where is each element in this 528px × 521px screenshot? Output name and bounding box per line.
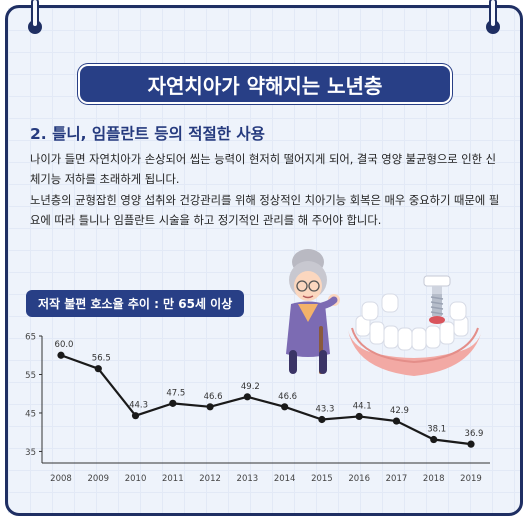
implant-screw (430, 294, 444, 316)
x-tick-label: 2018 (423, 474, 445, 484)
data-label: 46.6 (278, 392, 297, 402)
data-point (392, 417, 401, 425)
gum-lower (348, 330, 482, 376)
data-label: 56.5 (92, 354, 111, 364)
x-tick-label: 2011 (162, 474, 184, 484)
data-point (94, 365, 102, 373)
implant-abutment (432, 286, 442, 294)
data-point (131, 412, 140, 420)
section-heading: 2. 틀니, 임플란트 등의 적절한 사용 (30, 125, 265, 143)
data-label: 60.0 (55, 340, 74, 350)
binder-ring-right (486, 0, 500, 34)
banner-title: 자연치아가 약해지는 노년층 (147, 73, 383, 98)
x-tick-label: 2013 (237, 474, 259, 484)
panel-border (5, 5, 523, 516)
x-tick-label: 2015 (311, 474, 333, 484)
gum-line (351, 327, 479, 364)
data-label: 38.1 (427, 425, 446, 435)
paragraph-1: 나이가 들면 자연치아가 손상되어 씹는 능력이 현저히 떨어지게 되어, 결국… (30, 153, 497, 186)
title-banner: 자연치아가 약해지는 노년층 (80, 66, 450, 102)
binder-ring-left (28, 0, 42, 34)
data-point (430, 435, 438, 444)
legs (289, 350, 327, 374)
chart-title: 저작 불편 호소율 추이 : 만 65세 이상 (26, 290, 245, 317)
data-label: 36.9 (465, 429, 484, 439)
data-label: 44.1 (353, 401, 372, 411)
x-tick-label: 2017 (386, 474, 408, 484)
arm (318, 296, 338, 310)
x-tick-label: 2012 (199, 474, 221, 484)
x-tick-label: 2019 (460, 474, 482, 484)
dentures-implant-illustration (348, 275, 482, 376)
data-label: 44.3 (129, 401, 148, 411)
data-point (57, 351, 65, 359)
glasses-left (296, 280, 308, 292)
mouth (302, 295, 314, 299)
y-tick-label: 35 (25, 448, 36, 458)
data-point (318, 415, 326, 424)
x-tick-label: 2008 (50, 474, 72, 484)
y-tick-label: 65 (25, 333, 36, 343)
data-point (467, 440, 475, 448)
glasses-right (308, 280, 320, 292)
data-point (243, 393, 251, 401)
y-tick-label: 55 (25, 371, 36, 381)
data-label: 46.6 (204, 392, 223, 402)
data-label: 49.2 (241, 382, 260, 392)
line-chart: 65 55 45 35 2008 2009 2010 2011 2012 2013 2014 201… (25, 333, 490, 484)
data-point (169, 399, 177, 407)
implant-crown (423, 275, 451, 287)
data-label: 43.3 (315, 405, 334, 415)
x-tick-label: 2014 (274, 474, 296, 484)
face (294, 271, 322, 301)
teeth-row (355, 293, 469, 351)
series-line (60, 354, 472, 446)
data-point (281, 403, 289, 411)
data-point (206, 403, 214, 411)
data-label: 42.9 (390, 406, 409, 416)
y-tick-label: 45 (25, 409, 36, 419)
x-tick-label: 2009 (87, 474, 109, 484)
elderly-woman-illustration (286, 249, 340, 374)
data-point (355, 412, 363, 421)
x-tick-label: 2010 (125, 474, 147, 484)
collar (298, 304, 318, 322)
x-tick-label: 2016 (348, 474, 370, 484)
data-label: 47.5 (166, 388, 185, 398)
paragraph-2: 노년층의 균형잡힌 영양 섭취와 건강관리를 위해 정상적인 치아기능 회복은 … (30, 194, 500, 227)
implant-socket (429, 316, 445, 324)
